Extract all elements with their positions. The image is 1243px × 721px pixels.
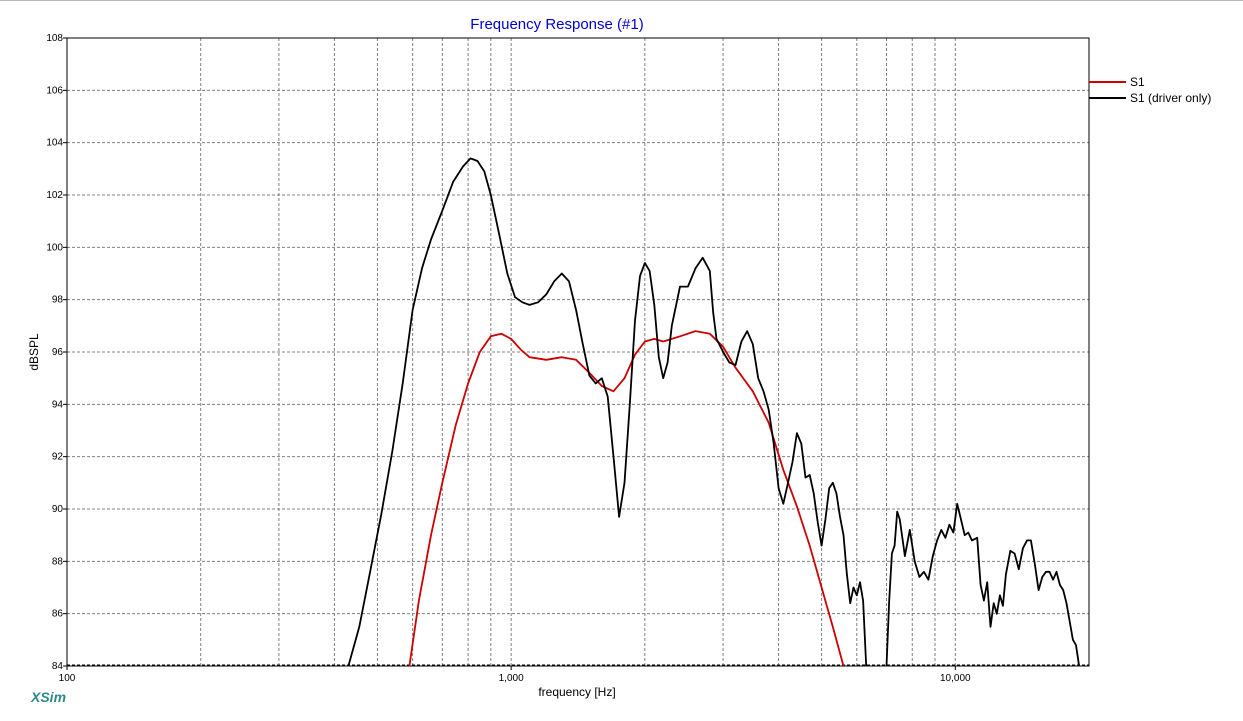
y-tick-label: 90 — [52, 504, 64, 515]
x-tick-label: 1,000 — [499, 673, 524, 684]
y-tick-label: 94 — [52, 399, 64, 410]
chart-title: Frequency Response (#1) — [470, 16, 643, 33]
y-tick-label: 98 — [52, 295, 64, 306]
series-lines — [347, 157, 1080, 667]
y-tick-label: 106 — [46, 85, 63, 96]
series-line-s1-driver-only-2 — [885, 502, 1080, 667]
y-axis-label: dBSPL — [27, 333, 41, 371]
x-tick-label: 100 — [59, 673, 76, 684]
y-tick-label: 88 — [52, 556, 64, 567]
y-tick-label: 84 — [52, 661, 64, 672]
y-tick-label: 102 — [46, 190, 63, 201]
x-tick-label: 10,000 — [940, 673, 971, 684]
y-tick-label: 86 — [52, 609, 64, 620]
x-axis-ticks: 100 1,000 10,000 — [59, 666, 971, 684]
series-line-s1-driver-only-1 — [347, 157, 868, 667]
y-tick-label: 104 — [46, 138, 63, 149]
legend-label: S1 — [1130, 75, 1145, 89]
legend-label: S1 (driver only) — [1130, 91, 1211, 105]
y-tick-label: 100 — [46, 242, 63, 253]
x-axis-label: frequency [Hz] — [538, 685, 615, 699]
y-tick-label: 96 — [52, 347, 64, 358]
y-tick-label: 108 — [46, 33, 63, 44]
y-axis-ticks: 84 86 88 90 92 94 96 98 100 102 104 106 108 — [46, 33, 67, 672]
grid-lines — [67, 38, 1089, 666]
xsim-logo: XSim — [31, 689, 67, 705]
y-tick-label: 92 — [52, 452, 64, 463]
legend: S1 S1 (driver only) — [1089, 75, 1211, 105]
